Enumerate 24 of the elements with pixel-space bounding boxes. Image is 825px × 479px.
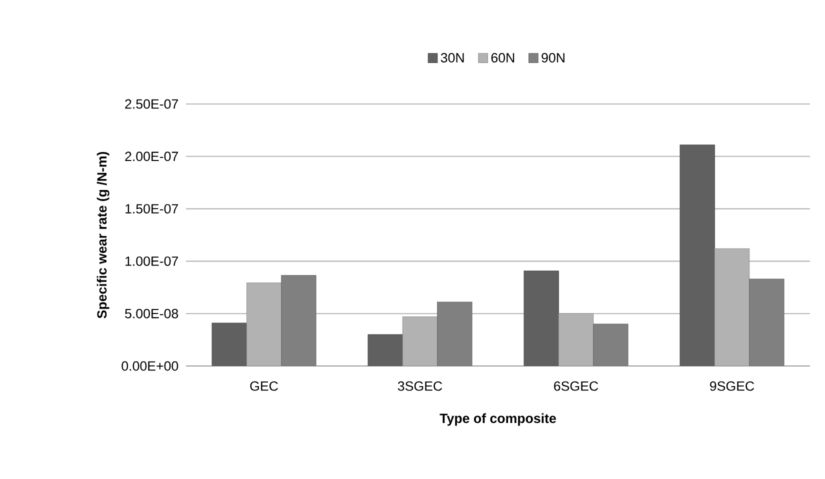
- bar: [368, 334, 403, 366]
- bar: [281, 275, 316, 366]
- x-tick-label: 9SGEC: [710, 381, 754, 391]
- y-axis-title: Specific wear rate (g /N-m): [96, 152, 110, 318]
- x-axis-title: Type of composite: [440, 413, 556, 426]
- bar: [680, 144, 715, 366]
- bar: [437, 302, 472, 366]
- y-tick-label: 2.00E-07: [125, 152, 178, 162]
- y-tick-label: 0.00E+00: [122, 361, 178, 371]
- y-tick-label: 1.00E-07: [126, 256, 178, 266]
- x-tick-label: 6SGEC: [554, 381, 598, 391]
- x-tick-label: 3SGEC: [398, 381, 442, 391]
- bar: [749, 278, 784, 366]
- y-tick-label: 2.50E-07: [125, 99, 178, 109]
- bar: [402, 316, 438, 366]
- bar: [212, 322, 247, 366]
- legend-label: 90N: [542, 53, 564, 62]
- x-tick-label: GEC: [250, 381, 278, 391]
- legend-label: 30N: [440, 53, 464, 62]
- legend-label: 60N: [491, 53, 514, 62]
- bar: [593, 324, 628, 366]
- bar: [524, 270, 559, 366]
- y-tick-label: 5.00E-08: [125, 308, 178, 318]
- y-tick-label: 1.50E-07: [126, 204, 178, 214]
